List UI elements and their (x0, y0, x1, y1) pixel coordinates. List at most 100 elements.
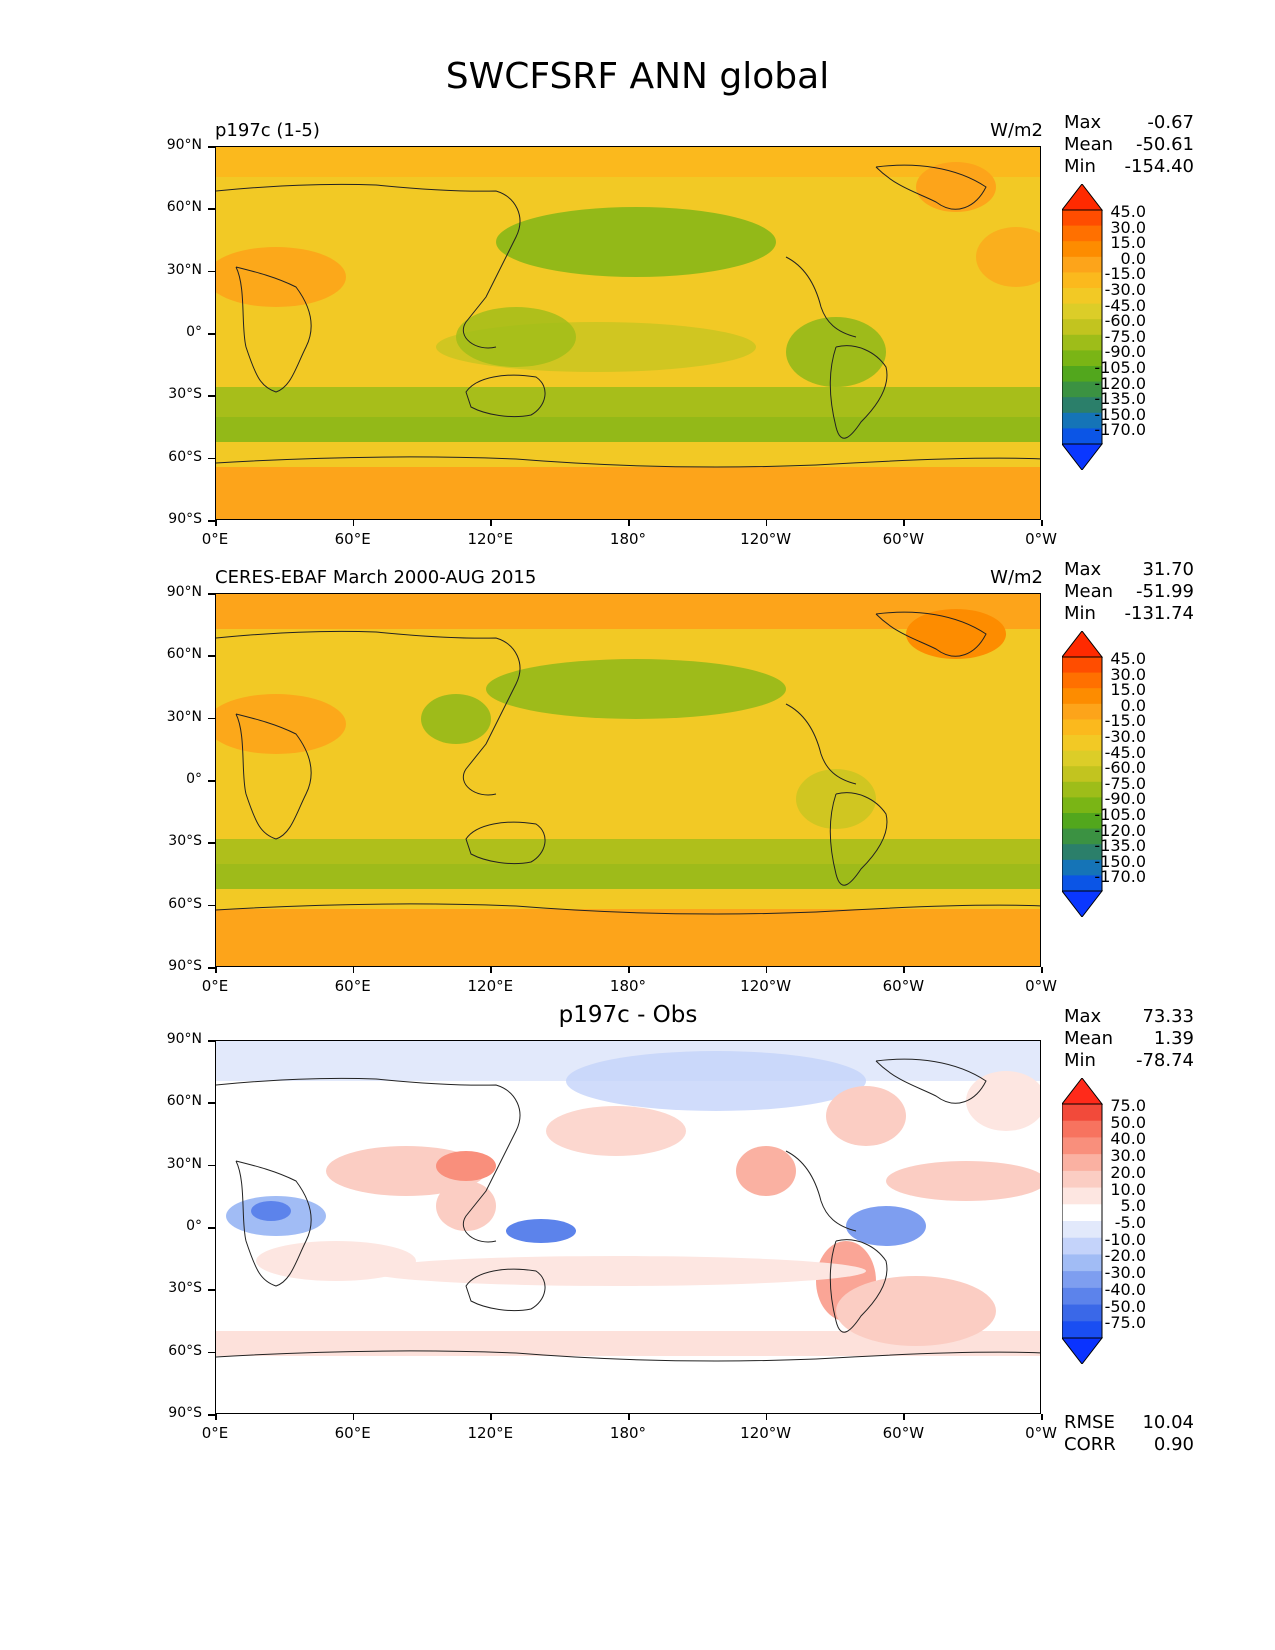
stat-value: 0.90 (1153, 1434, 1194, 1455)
lat-tick-mark (208, 842, 215, 844)
colorbar-tick-label: -30.0 (1104, 280, 1146, 299)
colorbar-segment (1062, 1271, 1102, 1289)
stat-label: Mean (1064, 134, 1114, 155)
stats-box: Max 73.33 Mean 1.39 Min -78.74 (1064, 1006, 1194, 1072)
colorbar-tick-label: 20.0 (1110, 1162, 1146, 1182)
stat-value: -50.61 (1135, 134, 1194, 155)
colorbar-segment (1062, 766, 1102, 783)
colorbar-tick-label: 15.0 (1110, 680, 1146, 700)
colorbar-tick-label: 30.0 (1110, 664, 1146, 684)
lon-tick-label: 180° (609, 977, 647, 995)
lon-tick-label: 0°E (201, 530, 229, 548)
lon-tick-label: 60°W (882, 530, 925, 548)
lon-tick-mark (628, 520, 630, 526)
lon-tick-mark (903, 520, 905, 526)
lon-tick-mark (352, 520, 355, 526)
lon-tick-mark (1041, 967, 1043, 973)
panel-title: p197c (1-5) (215, 120, 320, 141)
colorbar-tick-label: 45.0 (1110, 649, 1146, 668)
lon-tick-mark (215, 967, 217, 973)
lat-tick-label: 60°N (166, 646, 202, 663)
lon-tick-mark (765, 967, 768, 973)
map-difference (215, 1040, 1041, 1414)
lat-tick-mark (208, 1289, 215, 1291)
stat-value: 31.70 (1142, 559, 1194, 580)
lat-tick-mark (208, 520, 215, 522)
colorbar-segment (1062, 875, 1102, 892)
colorbar-segment (1062, 813, 1102, 830)
lon-tick-label: 120°W (740, 1424, 792, 1442)
colorbar-segment (1062, 350, 1102, 367)
colorbar-tick-label: -50.0 (1104, 1296, 1146, 1316)
lat-tick-mark (208, 208, 215, 210)
lat-tick-mark (208, 1414, 215, 1416)
colorbar-tick-label: 0.0 (1120, 695, 1146, 715)
colorbar-segment (1062, 1221, 1102, 1239)
stat-value: -78.74 (1135, 1050, 1194, 1071)
colorbar-tick-label: -120.0 (1094, 373, 1146, 393)
lon-tick-mark (765, 1414, 768, 1420)
colorbar-tick-label: -60.0 (1104, 311, 1146, 331)
lon-tick-label: 0°W (1025, 977, 1057, 995)
colorbar-segment (1062, 241, 1102, 258)
colorbar-segment (1062, 750, 1102, 767)
colorbar-segment (1062, 225, 1102, 242)
lat-tick-mark (208, 593, 215, 595)
colorbar-tick-label: 10.0 (1110, 1179, 1146, 1199)
lon-tick-label: 0°W (1025, 1424, 1057, 1442)
stat-label: Mean (1064, 581, 1114, 602)
stat-label: Max (1064, 112, 1102, 133)
colorbar-tick-label: -150.0 (1094, 851, 1146, 871)
lat-tick-label: 60°N (166, 1093, 202, 1110)
colorbar (1060, 183, 1108, 474)
lat-tick-label: 30°S (168, 1280, 202, 1297)
colorbar-segment (1062, 844, 1102, 861)
colorbar-segment (1062, 412, 1102, 429)
lon-tick-label: 0°E (201, 1424, 229, 1442)
colorbar-segment (1062, 735, 1102, 752)
units-label: W/m2 (990, 567, 1043, 588)
lon-tick-label: 120°E (467, 530, 514, 548)
stat-value: -51.99 (1135, 581, 1194, 602)
lon-tick-label: 180° (609, 530, 647, 548)
stat-value: 1.39 (1153, 1028, 1194, 1049)
colorbar-tick-label: -75.0 (1104, 326, 1146, 346)
colorbar-tick-label: -20.0 (1104, 1246, 1146, 1266)
colorbar (1060, 630, 1108, 921)
lon-tick-mark (352, 1414, 355, 1420)
figure-title: SWCFSRF ANN global (445, 56, 830, 97)
colorbar-tick-label: 30.0 (1110, 1146, 1146, 1166)
lon-tick-mark (903, 967, 905, 973)
lat-tick-label: 90°S (168, 511, 202, 527)
colorbar-outline (1061, 656, 1103, 892)
lat-tick-mark (208, 967, 215, 969)
colorbar-tick-label: -135.0 (1094, 389, 1146, 409)
colorbar-tick-label: -105.0 (1094, 358, 1146, 377)
colorbar-extend-bottom (1060, 1337, 1104, 1365)
lon-tick-mark (352, 967, 355, 973)
lat-tick-mark (208, 904, 215, 907)
lat-tick-label: 90°S (168, 958, 202, 974)
lon-tick-mark (215, 1414, 217, 1420)
rmse-corr-box: RMSE 10.04 CORR 0.90 (1064, 1412, 1194, 1456)
lat-tick-label: 30°N (166, 261, 202, 278)
colorbar-tick-label: -90.0 (1104, 789, 1146, 809)
lon-tick-label: 60°E (334, 1424, 371, 1442)
colorbar-tick-label: -150.0 (1094, 404, 1146, 424)
map-model (215, 146, 1041, 520)
stat-label: Min (1064, 1050, 1096, 1071)
lat-tick-mark (208, 780, 215, 782)
colorbar-segment (1062, 381, 1102, 398)
stat-label: Mean (1064, 1028, 1114, 1049)
lon-tick-label: 180° (609, 1424, 647, 1442)
colorbar-segment (1062, 1120, 1102, 1138)
lat-tick-label: 0° (186, 1218, 202, 1234)
lon-tick-label: 120°E (467, 977, 514, 995)
stat-value: 10.04 (1142, 1412, 1194, 1433)
lat-tick-mark (208, 1164, 215, 1167)
colorbar-tick-label: -135.0 (1094, 836, 1146, 856)
lon-tick-label: 120°W (740, 530, 792, 548)
lat-tick-label: 60°N (166, 199, 202, 216)
colorbar-segment (1062, 1304, 1102, 1322)
lon-tick-label: 60°E (334, 530, 371, 548)
